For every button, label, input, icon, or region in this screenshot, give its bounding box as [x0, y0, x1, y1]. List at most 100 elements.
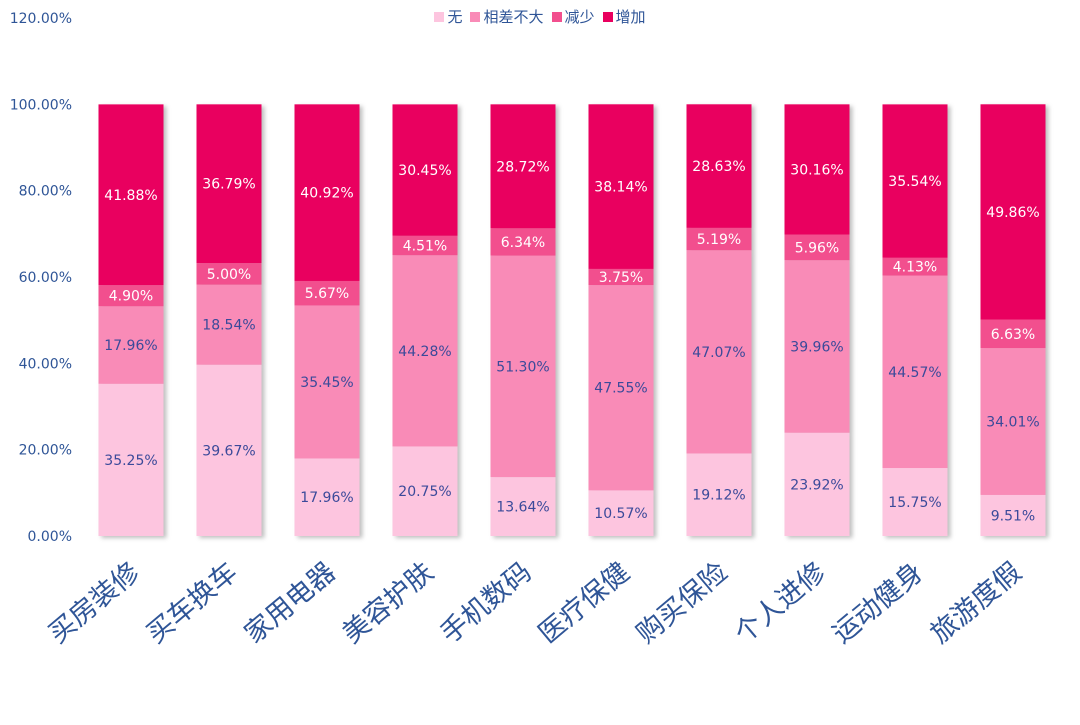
y-tick-label: 0.00% [28, 529, 72, 545]
x-category-label: 购买保险 [631, 557, 734, 650]
legend-label-decrease: 减少 [564, 8, 595, 26]
bar-segment-increase [980, 104, 1046, 320]
bar-segment-decrease [980, 319, 1046, 349]
data-label-none: 15.75% [888, 495, 941, 511]
data-label-decrease: 4.13% [893, 260, 937, 276]
x-category-label: 运动健身 [827, 557, 930, 650]
bar-segment-none [980, 494, 1046, 536]
bar-segment-similar [392, 255, 458, 447]
legend-item-increase: 增加 [602, 6, 646, 27]
bar-segment-none [784, 432, 850, 536]
data-label-increase: 28.63% [692, 159, 745, 175]
data-label-decrease: 6.63% [991, 327, 1035, 343]
y-axis: 0.00% 20.00% 40.00% 60.00% 80.00% 100.00% 120.… [10, 11, 72, 545]
y-tick-label: 80.00% [19, 184, 72, 200]
data-label-decrease: 5.96% [795, 240, 839, 256]
bar-segment-decrease [392, 235, 458, 256]
x-category-label: 买房装修 [43, 557, 146, 650]
bar-segment-decrease [294, 280, 360, 306]
data-label-similar: 17.96% [104, 338, 157, 354]
bar-segment-increase [784, 104, 850, 235]
data-label-none: 19.12% [692, 488, 745, 504]
bar-segment-decrease [882, 257, 948, 276]
data-label-decrease: 5.00% [207, 267, 251, 283]
data-label-similar: 44.28% [398, 344, 451, 360]
bar-segment-none [588, 490, 654, 536]
data-label-increase: 49.86% [986, 205, 1039, 221]
bar-segment-decrease [196, 263, 262, 285]
data-label-none: 10.57% [594, 506, 647, 522]
data-label-none: 9.51% [991, 508, 1035, 524]
legend-item-decrease: 减少 [551, 6, 595, 27]
bar-group [686, 104, 752, 536]
data-label-similar: 39.96% [790, 339, 843, 355]
x-category-label: 个人进修 [729, 557, 832, 650]
data-label-similar: 18.54% [202, 318, 255, 334]
data-label-decrease: 5.67% [305, 286, 349, 302]
bar-segment-increase [686, 104, 752, 228]
bar-segment-similar [196, 284, 262, 365]
bar-segment-decrease [588, 268, 654, 286]
data-label-none: 13.64% [496, 500, 549, 516]
data-label-increase: 41.88% [104, 188, 157, 204]
x-category-label: 家用电器 [239, 557, 342, 650]
data-label-increase: 38.14% [594, 180, 647, 196]
bar-segment-decrease [490, 228, 556, 256]
legend-label-similar: 相差不大 [483, 8, 544, 26]
data-label-none: 39.67% [202, 443, 255, 459]
data-label-none: 17.96% [300, 490, 353, 506]
y-tick-label: 120.00% [10, 11, 72, 27]
y-tick-label: 100.00% [10, 97, 72, 113]
bar-group [392, 104, 458, 536]
bar-segment-similar [294, 305, 360, 459]
data-label-similar: 51.30% [496, 359, 549, 375]
x-category-label: 手机数码 [435, 557, 538, 650]
bar-group [294, 104, 360, 536]
bar-segment-decrease [686, 227, 752, 251]
bar-group [98, 104, 164, 536]
bar-segment-similar [490, 255, 556, 478]
bars: 35.25% 17.96% 4.90% 41.88% 39.67% 18.54% 5.00%… [98, 104, 1046, 536]
data-label-increase: 30.45% [398, 163, 451, 179]
legend-swatch-none [434, 11, 445, 22]
y-tick-label: 20.00% [19, 443, 72, 459]
bar-group [490, 104, 556, 536]
y-tick-label: 60.00% [19, 270, 72, 286]
legend-swatch-similar [470, 11, 481, 22]
bar-segment-decrease [98, 285, 164, 307]
bar-segment-none [294, 458, 360, 536]
legend-swatch-increase [602, 11, 613, 22]
data-label-increase: 36.79% [202, 177, 255, 193]
legend-swatch-decrease [551, 11, 562, 22]
data-label-decrease: 5.19% [697, 232, 741, 248]
chart-legend: 无 相差不大 减少 增加 [0, 6, 1080, 27]
bar-segment-none [882, 468, 948, 536]
data-label-similar: 47.07% [692, 345, 745, 361]
x-category-label: 买车换车 [141, 557, 244, 650]
x-category-label: 美容护肤 [337, 557, 440, 650]
data-label-similar: 47.55% [594, 381, 647, 397]
bar-segment-increase [294, 104, 360, 281]
bar-segment-increase [196, 104, 262, 264]
bar-segment-similar [98, 306, 164, 384]
data-label-none: 20.75% [398, 484, 451, 500]
data-label-none: 23.92% [790, 477, 843, 493]
bar-segment-increase [588, 104, 654, 269]
legend-label-increase: 增加 [615, 8, 646, 26]
data-label-increase: 30.16% [790, 162, 843, 178]
data-label-decrease: 4.90% [109, 289, 153, 305]
bar-segment-increase [882, 104, 948, 258]
x-category-label: 旅游度假 [925, 557, 1028, 650]
bar-segment-similar [588, 285, 654, 491]
bar-segment-increase [98, 104, 164, 286]
bar-segment-increase [392, 104, 458, 236]
data-label-increase: 28.72% [496, 159, 549, 175]
bar-segment-none [686, 453, 752, 536]
bar-segment-none [490, 477, 556, 536]
data-label-similar: 44.57% [888, 365, 941, 381]
data-label-similar: 35.45% [300, 375, 353, 391]
bar-segment-none [98, 383, 164, 536]
bar-segment-similar [882, 275, 948, 469]
y-tick-label: 40.00% [19, 356, 72, 372]
